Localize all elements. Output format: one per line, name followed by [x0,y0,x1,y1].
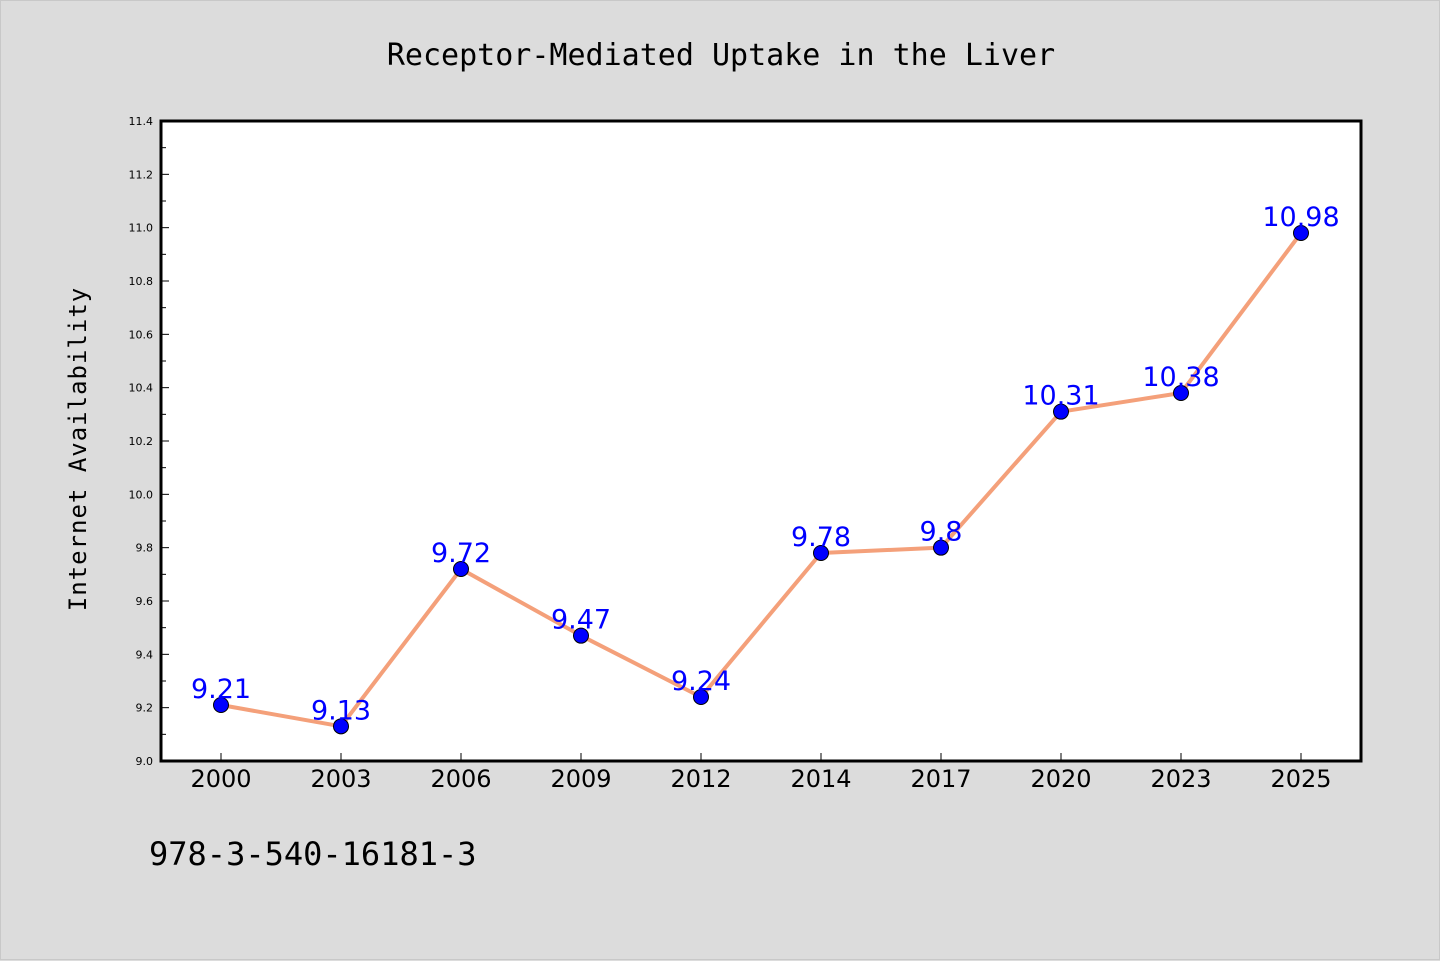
y-tick-label: 9.2 [136,702,154,715]
data-label: 10.31 [1022,381,1099,412]
plot-frame [159,119,1363,763]
data-label: 9.47 [551,605,611,636]
x-axis-ticks: 2000 2003 2006 2009 2012 2014 2017 2020 2023 2025 [190,753,1332,793]
x-tick-label: 2003 [310,765,371,793]
data-point [573,627,589,644]
y-tick-label: 10.4 [129,382,154,395]
y-tick-label: 9.4 [136,648,154,661]
data-label: 9.78 [791,522,851,553]
footnote-isbn: 978-3-540-16181-3 [149,835,477,873]
data-label: 10.98 [1262,202,1339,233]
x-tick-label: 2000 [190,765,251,793]
y-tick-label: 9.8 [136,542,154,555]
data-point [1173,385,1189,401]
x-tick-label: 2012 [670,765,731,793]
y-tick-label: 10.0 [129,488,154,501]
data-label: 9.13 [311,695,371,726]
plot-area [161,121,1361,761]
y-axis-label: Internet Availability [64,287,92,611]
data-label: 9.24 [671,666,731,697]
y-tick-label: 11.2 [129,168,154,181]
data-point [1053,403,1069,420]
y-tick-label: 10.6 [129,328,154,341]
y-tick-label: 11.4 [129,115,154,128]
x-tick-label: 2023 [1150,765,1211,793]
data-point [333,718,349,735]
data-point [213,697,229,713]
data-point [453,561,469,577]
y-axis-ticks: 9.0 9.2 9.4 9.6 9.8 10.0 10.2 10.4 10.6 10.8 11.0 1… [129,115,169,768]
x-tick-label: 2009 [550,765,611,793]
series-line [220,231,1303,729]
y-tick-label: 9.0 [136,755,154,768]
data-label: 9.21 [191,674,251,705]
x-tick-label: 2006 [430,765,491,793]
x-tick-label: 2025 [1270,765,1331,793]
data-label: 9.8 [920,517,963,548]
x-tick-label: 2014 [790,765,851,793]
x-tick-label: 2020 [1030,765,1091,793]
data-point-markers [213,225,1309,735]
y-tick-label: 9.6 [136,595,154,608]
series-line-group [220,231,1303,729]
chart-title: Receptor-Mediated Uptake in the Liver [387,38,1055,73]
x-tick-label: 2017 [910,765,971,793]
data-point [1293,225,1309,241]
data-point [693,689,709,705]
data-point [933,539,949,556]
y-tick-label: 11.0 [129,222,154,235]
data-point [813,545,829,561]
y-tick-label: 10.8 [129,275,154,288]
data-point-labels: 9.21 9.13 9.72 9.47 9.24 9.78 9.8 10.31 10.38 10.… [191,202,1340,726]
y-tick-label: 10.2 [129,435,154,448]
data-label: 9.72 [431,538,491,569]
data-label: 10.38 [1142,362,1219,393]
